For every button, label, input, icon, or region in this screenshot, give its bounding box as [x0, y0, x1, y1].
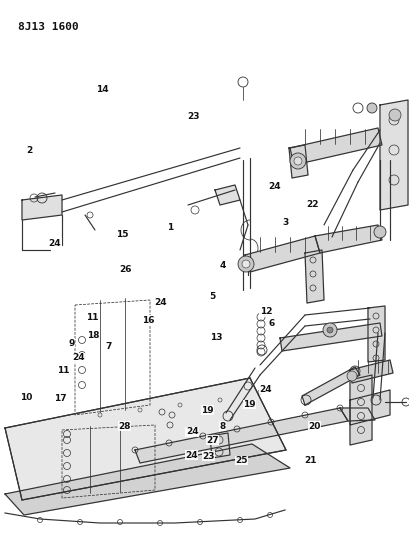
Polygon shape: [210, 433, 230, 458]
Text: 16: 16: [142, 316, 154, 325]
Polygon shape: [350, 375, 372, 445]
Text: 3: 3: [282, 219, 289, 227]
Polygon shape: [245, 236, 320, 272]
Circle shape: [347, 371, 357, 381]
Polygon shape: [280, 323, 382, 351]
Polygon shape: [315, 225, 382, 253]
Circle shape: [323, 323, 337, 337]
Text: 14: 14: [96, 85, 108, 94]
Polygon shape: [135, 408, 348, 463]
Polygon shape: [350, 390, 390, 425]
Text: 17: 17: [54, 394, 67, 403]
Text: 15: 15: [117, 230, 129, 239]
Text: 24: 24: [155, 298, 167, 307]
Circle shape: [327, 327, 333, 333]
Text: 23: 23: [187, 112, 200, 120]
Text: 24: 24: [260, 385, 272, 393]
Polygon shape: [5, 378, 286, 500]
Polygon shape: [302, 367, 360, 405]
Circle shape: [290, 153, 306, 169]
Text: 24: 24: [186, 427, 198, 436]
Polygon shape: [380, 100, 408, 210]
Text: 25: 25: [235, 456, 247, 465]
Text: 24: 24: [73, 353, 85, 362]
Text: 24: 24: [185, 451, 198, 459]
Text: 11: 11: [57, 366, 70, 375]
Text: 11: 11: [86, 313, 98, 322]
Circle shape: [242, 260, 250, 268]
Polygon shape: [215, 185, 240, 205]
Text: 4: 4: [220, 262, 226, 270]
Text: 5: 5: [209, 292, 216, 301]
Polygon shape: [22, 195, 62, 220]
Text: 28: 28: [119, 422, 131, 431]
Circle shape: [374, 226, 386, 238]
Text: 27: 27: [207, 436, 219, 445]
Text: 23: 23: [202, 452, 215, 461]
Text: 21: 21: [305, 456, 317, 465]
Text: 13: 13: [211, 333, 223, 342]
Text: 9: 9: [68, 339, 75, 348]
Text: 24: 24: [269, 182, 281, 191]
Circle shape: [389, 109, 401, 121]
Circle shape: [238, 256, 254, 272]
Text: 8: 8: [220, 422, 226, 431]
Text: 10: 10: [20, 393, 33, 401]
Polygon shape: [289, 145, 308, 178]
Text: 19: 19: [243, 400, 256, 409]
Polygon shape: [340, 408, 375, 421]
Text: 24: 24: [49, 239, 61, 247]
Circle shape: [294, 157, 302, 165]
Circle shape: [367, 103, 377, 113]
Polygon shape: [290, 128, 382, 165]
Text: 1: 1: [166, 223, 173, 231]
Text: 20: 20: [308, 422, 321, 431]
Polygon shape: [350, 360, 393, 383]
Text: 19: 19: [201, 406, 213, 415]
Polygon shape: [368, 306, 385, 362]
Text: 26: 26: [120, 265, 132, 273]
Text: 6: 6: [269, 319, 275, 328]
Text: 2: 2: [27, 146, 33, 155]
Text: 22: 22: [306, 200, 318, 209]
Text: 18: 18: [87, 331, 99, 340]
Polygon shape: [305, 250, 324, 303]
Polygon shape: [5, 444, 290, 515]
Text: 7: 7: [105, 343, 112, 351]
Text: 8J13 1600: 8J13 1600: [18, 22, 79, 32]
Text: 12: 12: [260, 308, 272, 316]
